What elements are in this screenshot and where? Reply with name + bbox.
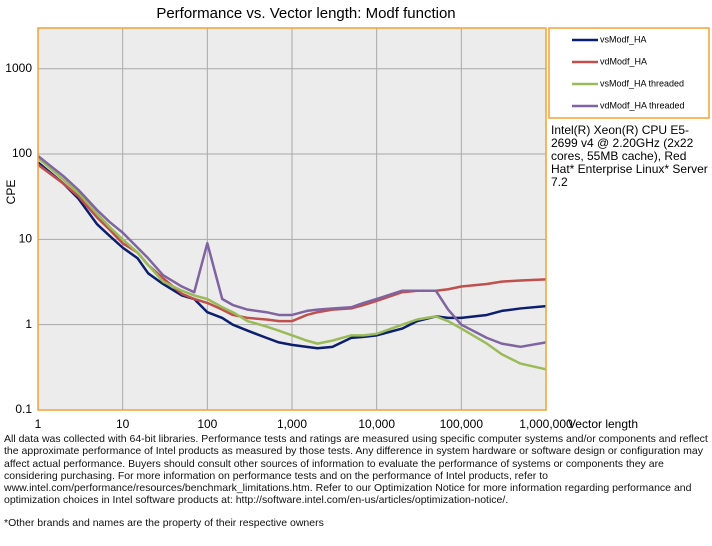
legend: vsModf_HA vdModf_HA vsModf_HA threaded vdMo… — [572, 34, 685, 110]
series-line — [37, 163, 547, 323]
y-tick-label: 10 — [19, 232, 33, 246]
y-tick-label: 0.1 — [15, 402, 32, 416]
note: Intel(R) Xeon(R) CPU E5-2699 v4 @ 2.20GH… — [551, 123, 708, 189]
chart-title: Performance vs. Vector length: Modf func… — [156, 5, 455, 22]
y-tick-label: 100 — [12, 146, 32, 160]
y-tick-label: 1000 — [5, 61, 32, 75]
legend-label: vsModf_HA — [600, 34, 647, 44]
footer-text: *Other brands and names are the property… — [4, 516, 324, 529]
x-tick-label: 1,000,000 — [519, 417, 573, 431]
y-axis-label: CPE — [4, 180, 18, 205]
legend-box — [548, 27, 710, 119]
x-tick-label: 100 — [197, 417, 217, 431]
legend-label: vsModf_HA threaded — [600, 78, 684, 88]
legend-label: vdModf_HA — [600, 56, 647, 66]
y-tick-label: 1 — [25, 317, 32, 331]
x-tick-label: 10,000 — [358, 417, 395, 431]
footer: All data was collected with 64-bit libra… — [4, 433, 708, 529]
x-tick-label: 100,000 — [440, 417, 484, 431]
x-tick-label: 1 — [35, 417, 42, 431]
x-tick-label: 1,000 — [277, 417, 307, 431]
x-axis-label: Vector length — [568, 417, 638, 431]
series-line — [37, 161, 547, 350]
series-line — [37, 154, 547, 349]
x-tick-label: 10 — [116, 417, 130, 431]
lines — [37, 154, 547, 371]
legend-label: vdModf_HA threaded — [600, 100, 685, 110]
footer-text: All data was collected with 64-bit libra… — [4, 433, 708, 507]
chart: Performance vs. Vector length: Modf func… — [4, 5, 710, 431]
plot-frame — [37, 27, 547, 411]
series-line — [37, 156, 547, 371]
